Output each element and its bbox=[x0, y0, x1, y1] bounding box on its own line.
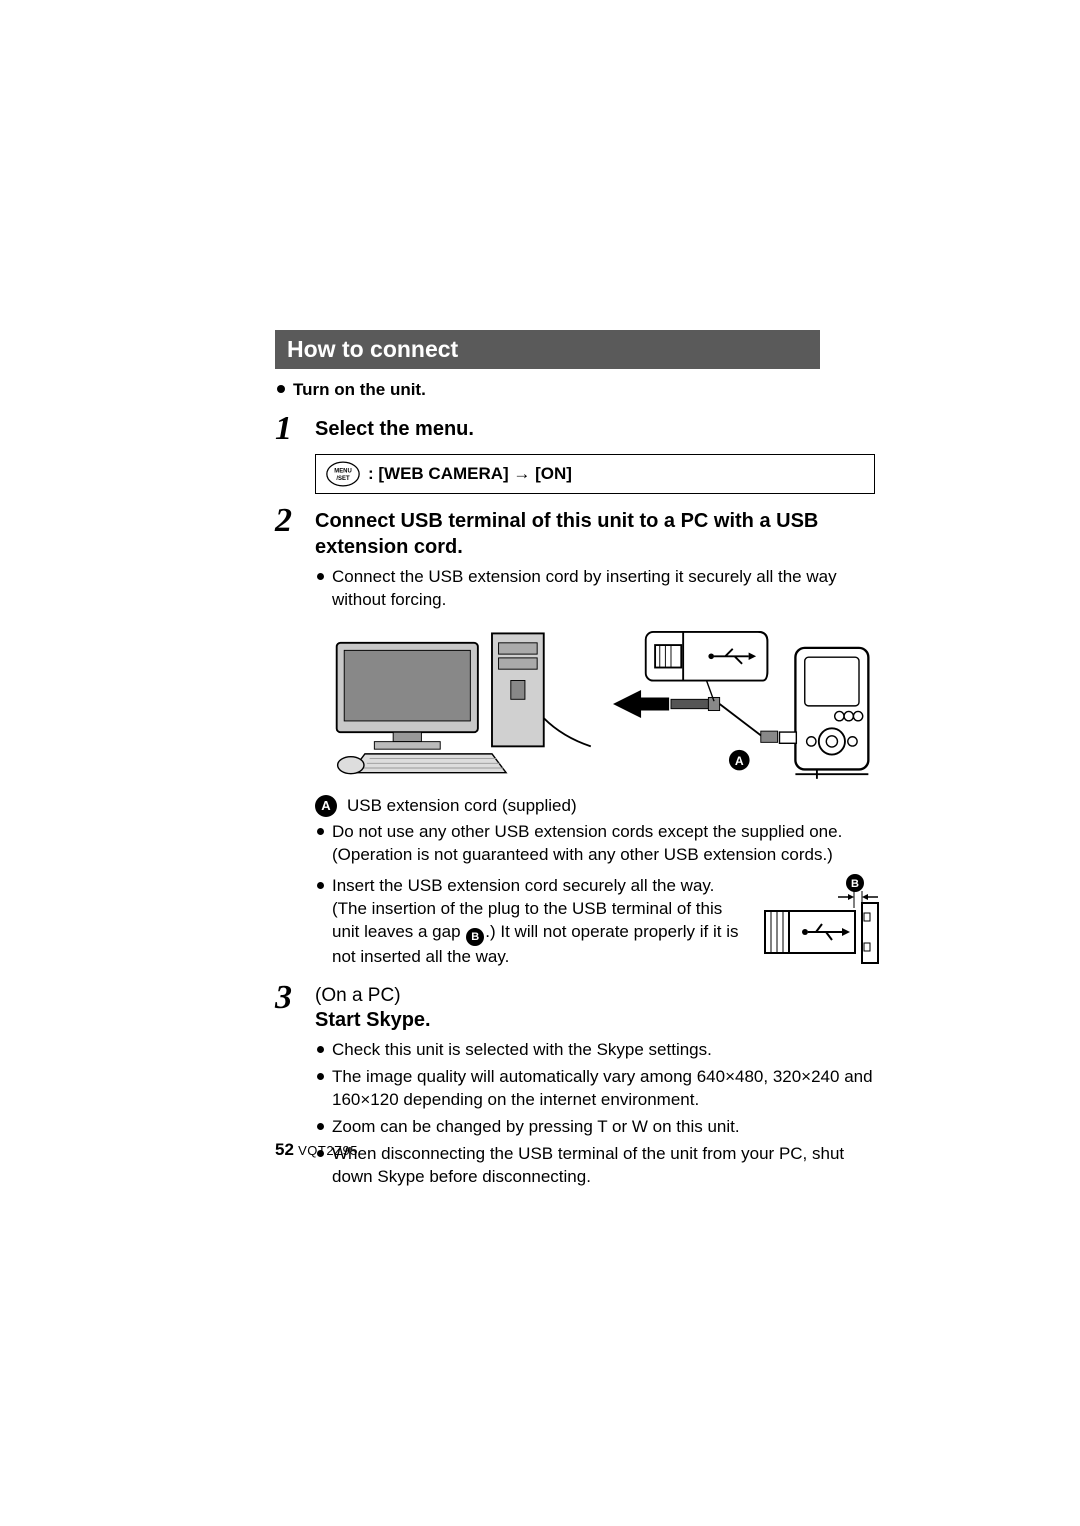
menu-set-icon: MENU /SET bbox=[326, 461, 360, 487]
legend-a-icon: A bbox=[315, 795, 337, 817]
doc-code: VQT2Z95 bbox=[298, 1143, 358, 1158]
bullet-icon bbox=[317, 882, 324, 889]
step-3: 3 (On a PC) Start Skype. bbox=[275, 981, 880, 1033]
pc-illustration bbox=[315, 624, 603, 784]
bullet-icon bbox=[317, 1073, 324, 1080]
step-2: 2 Connect USB terminal of this unit to a… bbox=[275, 504, 880, 560]
bullet-icon bbox=[317, 1123, 324, 1130]
step-3-context: (On a PC) bbox=[315, 985, 401, 1006]
svg-text:/SET: /SET bbox=[336, 476, 350, 482]
step-1: 1 Select the menu. bbox=[275, 412, 880, 446]
step-number: 3 bbox=[275, 981, 315, 1015]
menu-setting-box: MENU /SET : [WEB CAMERA] → [ON] bbox=[315, 454, 875, 494]
legend-a-text: USB extension cord (supplied) bbox=[347, 796, 577, 816]
pre-bullet: Turn on the unit. bbox=[275, 379, 880, 402]
note-3-2: The image quality will automatically var… bbox=[332, 1066, 880, 1112]
menu-box-text: : [WEB CAMERA] → [ON] bbox=[368, 464, 572, 484]
step-number: 2 bbox=[275, 504, 315, 538]
note-3-4: When disconnecting the USB terminal of t… bbox=[332, 1143, 880, 1189]
pre-bullet-text: Turn on the unit. bbox=[293, 379, 426, 402]
svg-text:A: A bbox=[735, 754, 744, 768]
step-2-notes: Do not use any other USB extension cords… bbox=[315, 821, 880, 867]
step-3-title: Start Skype. bbox=[315, 1007, 880, 1033]
connection-illustration: A bbox=[315, 622, 875, 787]
step-2-sub: Connect the USB extension cord by insert… bbox=[315, 566, 880, 612]
note-3-3: Zoom can be changed by pressing T or W o… bbox=[332, 1116, 740, 1139]
legend-a: A USB extension cord (supplied) bbox=[315, 795, 880, 817]
manual-page: How to connect Turn on the unit. 1 Selec… bbox=[0, 0, 1080, 1189]
bullet-icon bbox=[317, 573, 324, 580]
bullet-icon bbox=[277, 385, 285, 393]
step-3-notes: Check this unit is selected with the Sky… bbox=[315, 1039, 880, 1189]
svg-text:MENU: MENU bbox=[334, 468, 351, 474]
page-number: 52 bbox=[275, 1140, 294, 1159]
usb-camera-illustration: A bbox=[613, 624, 875, 784]
bullet-icon bbox=[317, 828, 324, 835]
note-2-2: Insert the USB extension cord securely a… bbox=[332, 875, 748, 969]
page-footer: 52 VQT2Z95 bbox=[275, 1140, 358, 1160]
step-2-note-with-diagram: Insert the USB extension cord securely a… bbox=[315, 871, 880, 979]
step-2-sub-text: Connect the USB extension cord by insert… bbox=[332, 566, 880, 612]
step-number: 1 bbox=[275, 412, 315, 446]
svg-text:B: B bbox=[851, 878, 859, 890]
bullet-icon bbox=[317, 1046, 324, 1053]
step-1-title: Select the menu. bbox=[315, 416, 880, 442]
step-2-title: Connect USB terminal of this unit to a P… bbox=[315, 508, 880, 560]
gap-illustration: B bbox=[760, 873, 880, 973]
note-2-1: Do not use any other USB extension cords… bbox=[332, 821, 880, 867]
section-header: How to connect bbox=[275, 330, 820, 369]
note-3-1: Check this unit is selected with the Sky… bbox=[332, 1039, 712, 1062]
label-b-inline: B bbox=[466, 928, 484, 946]
